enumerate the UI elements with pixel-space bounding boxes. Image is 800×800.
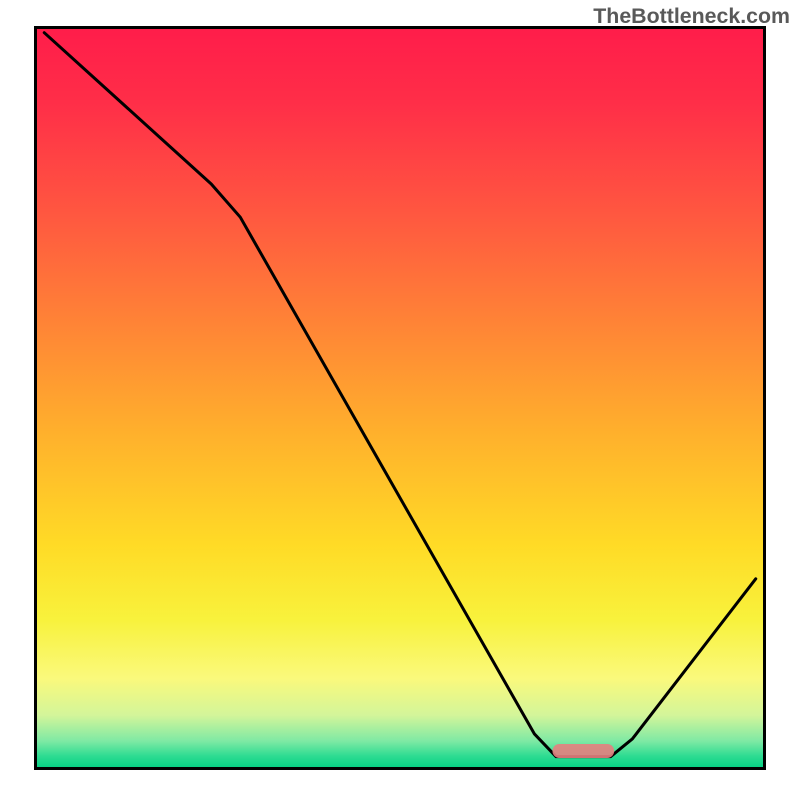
chart-svg <box>34 26 766 770</box>
optimal-range-marker <box>552 744 614 758</box>
chart-container: TheBottleneck.com <box>0 0 800 800</box>
plot-area <box>34 26 766 770</box>
plot-background <box>37 29 763 767</box>
